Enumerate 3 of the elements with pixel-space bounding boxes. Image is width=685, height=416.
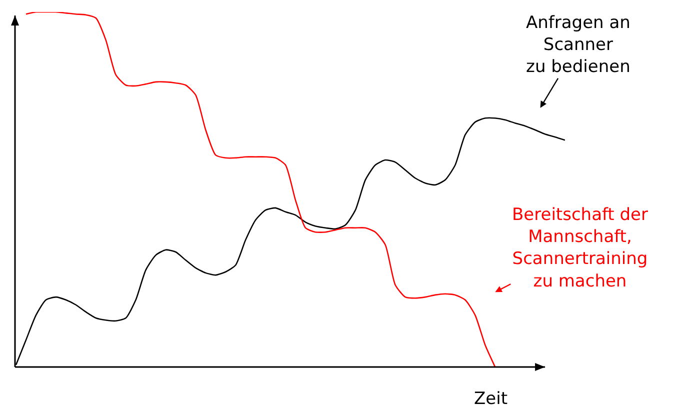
x-axis-title: Zeit xyxy=(474,389,508,409)
annotation: Anfragen an Scanner zu bedienen xyxy=(526,13,630,78)
annotation: Bereitschaft der Mannschaft, Scannertraining zu machen xyxy=(512,205,648,292)
